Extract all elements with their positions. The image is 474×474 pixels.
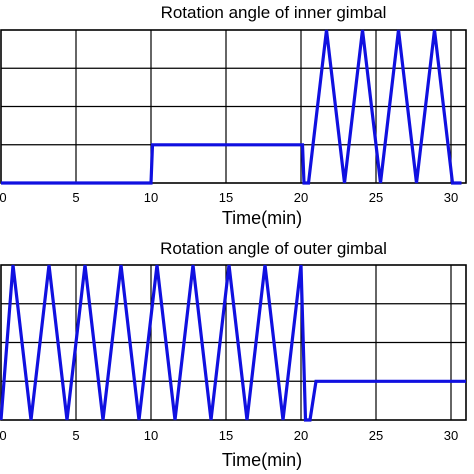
x-tick-label: 15 [219,190,233,205]
chart-panel-2: Rotation angle of outer gimbal 0 5 10 15 20 25… [0,239,467,470]
chart-panel-1: Rotation angle of inner gimbal 0 5 10 15 20 25… [0,3,467,228]
x-tick-label: 20 [294,190,308,205]
series-line-1 [1,29,462,185]
x-tick-label: 0 [0,190,7,205]
x-axis-label: Time(min) [222,450,302,470]
plot-area-frame [0,29,467,184]
x-axis-label: Time(min) [222,208,302,228]
chart-title: Rotation angle of outer gimbal [160,239,387,258]
x-tick-label: 30 [444,190,458,205]
x-tick-label: 15 [219,428,233,443]
x-tick-label: 5 [72,428,79,443]
x-tick-label: 30 [444,428,458,443]
x-tick-label: 10 [144,190,158,205]
x-tick-label: 25 [369,190,383,205]
x-tick-label: 25 [369,428,383,443]
chart-title: Rotation angle of inner gimbal [161,3,387,22]
x-tick-label: 10 [144,428,158,443]
x-tick-label: 0 [0,428,7,443]
series-line-1 [0,264,466,422]
plot-area-frame [0,264,467,421]
x-tick-label: 20 [294,428,308,443]
x-tick-label: 5 [72,190,79,205]
